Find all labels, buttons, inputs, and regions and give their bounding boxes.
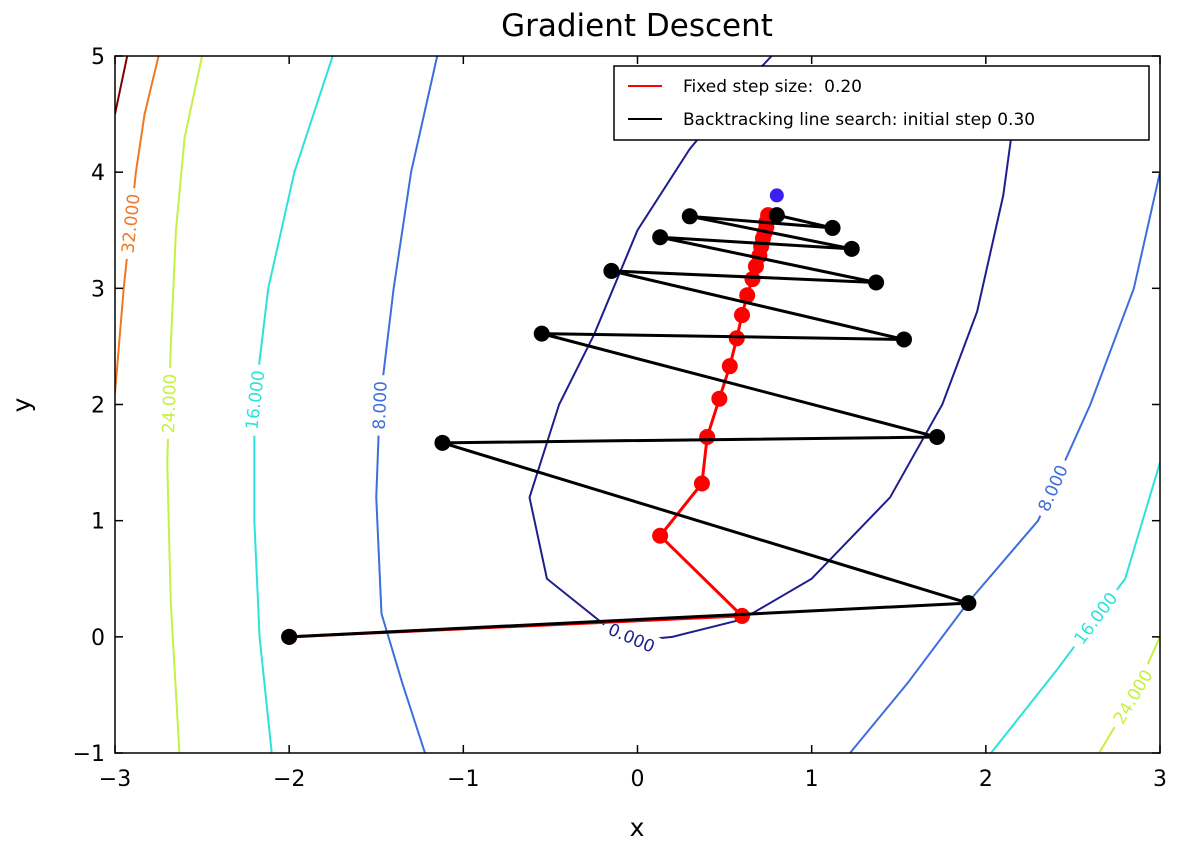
series-point-backtracking — [768, 207, 785, 224]
series-point-backtracking — [824, 219, 841, 236]
contour-line-outer — [115, 56, 129, 115]
series-point-backtracking — [533, 325, 550, 342]
x-tick-label: 2 — [979, 767, 993, 792]
contour-label-bg — [1030, 455, 1076, 521]
legend-label-fixed-step: Fixed step size: 0.20 — [683, 77, 862, 97]
series-point-fixed-step — [693, 475, 710, 492]
y-tick-label: 1 — [91, 510, 105, 535]
y-tick-label: 0 — [91, 626, 105, 651]
y-tick-label: −1 — [73, 742, 105, 767]
contour-label-8-000: 8.000 — [1030, 455, 1076, 521]
contour-label-text: 8.000 — [1035, 462, 1073, 515]
series-point-fixed-step — [711, 390, 728, 407]
contour-line-8-000 — [849, 171, 1160, 753]
optimum-marker — [769, 188, 784, 203]
contour-label-16-000: 16.000 — [239, 363, 271, 437]
contour-layer: 0.000 8.000 8.000 16.000 16.000 24.000 24.000 3… — [115, 56, 1160, 753]
y-tick-label: 2 — [91, 394, 105, 419]
series-point-backtracking — [960, 595, 977, 612]
x-tick-label: 0 — [631, 767, 645, 792]
contour-line-16-000 — [253, 56, 334, 753]
series-point-backtracking — [681, 208, 698, 225]
series-point-backtracking — [281, 628, 298, 645]
contour-label-bg — [239, 363, 271, 437]
contour-label-bg — [367, 374, 392, 437]
series-line-fixed-step — [289, 215, 770, 639]
contour-label-16-000: 16.000 — [1065, 583, 1126, 654]
series-point-fixed-step — [728, 330, 745, 347]
contour-label-text: 0.000 — [605, 620, 658, 658]
series-point-fixed-step — [734, 607, 750, 624]
contour-label-text: 16.000 — [1071, 589, 1123, 649]
contour-label-bg — [599, 615, 664, 660]
chart-title: Gradient Descent — [501, 8, 773, 44]
contour-line-8-000 — [375, 56, 439, 753]
legend-box — [613, 65, 1150, 141]
series-point-fixed-step — [699, 429, 716, 446]
series-point-fixed-step — [652, 527, 669, 544]
x-tick-label: −3 — [99, 767, 131, 792]
y-tick-label: 5 — [91, 45, 105, 70]
x-tick-label: 3 — [1153, 767, 1167, 792]
contour-line-24-000 — [166, 56, 204, 753]
series-point-backtracking — [652, 229, 669, 246]
x-tick-label: −2 — [273, 767, 305, 792]
contour-label-bg — [1065, 583, 1126, 654]
contour-line-32-000 — [115, 56, 160, 393]
series-point-backtracking — [929, 429, 946, 446]
legend-label-backtracking: Backtracking line search: initial step 0… — [683, 110, 1035, 130]
contour-label-32-000: 32.000 — [115, 187, 146, 260]
series-line-backtracking — [289, 213, 970, 639]
y-tick-label: 4 — [91, 161, 105, 186]
series-point-backtracking — [434, 434, 451, 451]
series-point-backtracking — [843, 240, 860, 257]
x-tick-label: 1 — [805, 767, 819, 792]
y-tick-label: 3 — [91, 277, 105, 302]
contour-label-8-000: 8.000 — [367, 374, 392, 437]
contour-label-bg — [115, 187, 146, 260]
x-axis-title: x — [630, 813, 645, 842]
y-axis-title: y — [7, 397, 36, 412]
series-point-fixed-step — [734, 307, 750, 324]
series-point-fixed-step — [744, 271, 761, 288]
contour-label-bg — [156, 367, 182, 440]
series-point-fixed-step — [739, 287, 756, 304]
legend: Fixed step size: 0.20 Backtracking line … — [613, 65, 1150, 141]
contour-label-24-000: 24.000 — [156, 367, 182, 440]
contour-label-24-000: 24.000 — [1105, 660, 1160, 733]
series-point-fixed-step — [721, 358, 738, 375]
series-point-backtracking — [895, 331, 912, 348]
contour-label-text: 24.000 — [159, 373, 181, 433]
series-point-backtracking — [868, 274, 885, 291]
series-layer — [281, 188, 977, 645]
series-point-backtracking — [603, 262, 620, 279]
tick-layer: −3 −2 −1 0 1 2 3 −1 0 1 2 3 4 5 — [73, 45, 1167, 792]
x-tick-label: −1 — [447, 767, 479, 792]
contour-label-bg — [1105, 660, 1160, 733]
contour-label-text: 8.000 — [370, 381, 392, 430]
